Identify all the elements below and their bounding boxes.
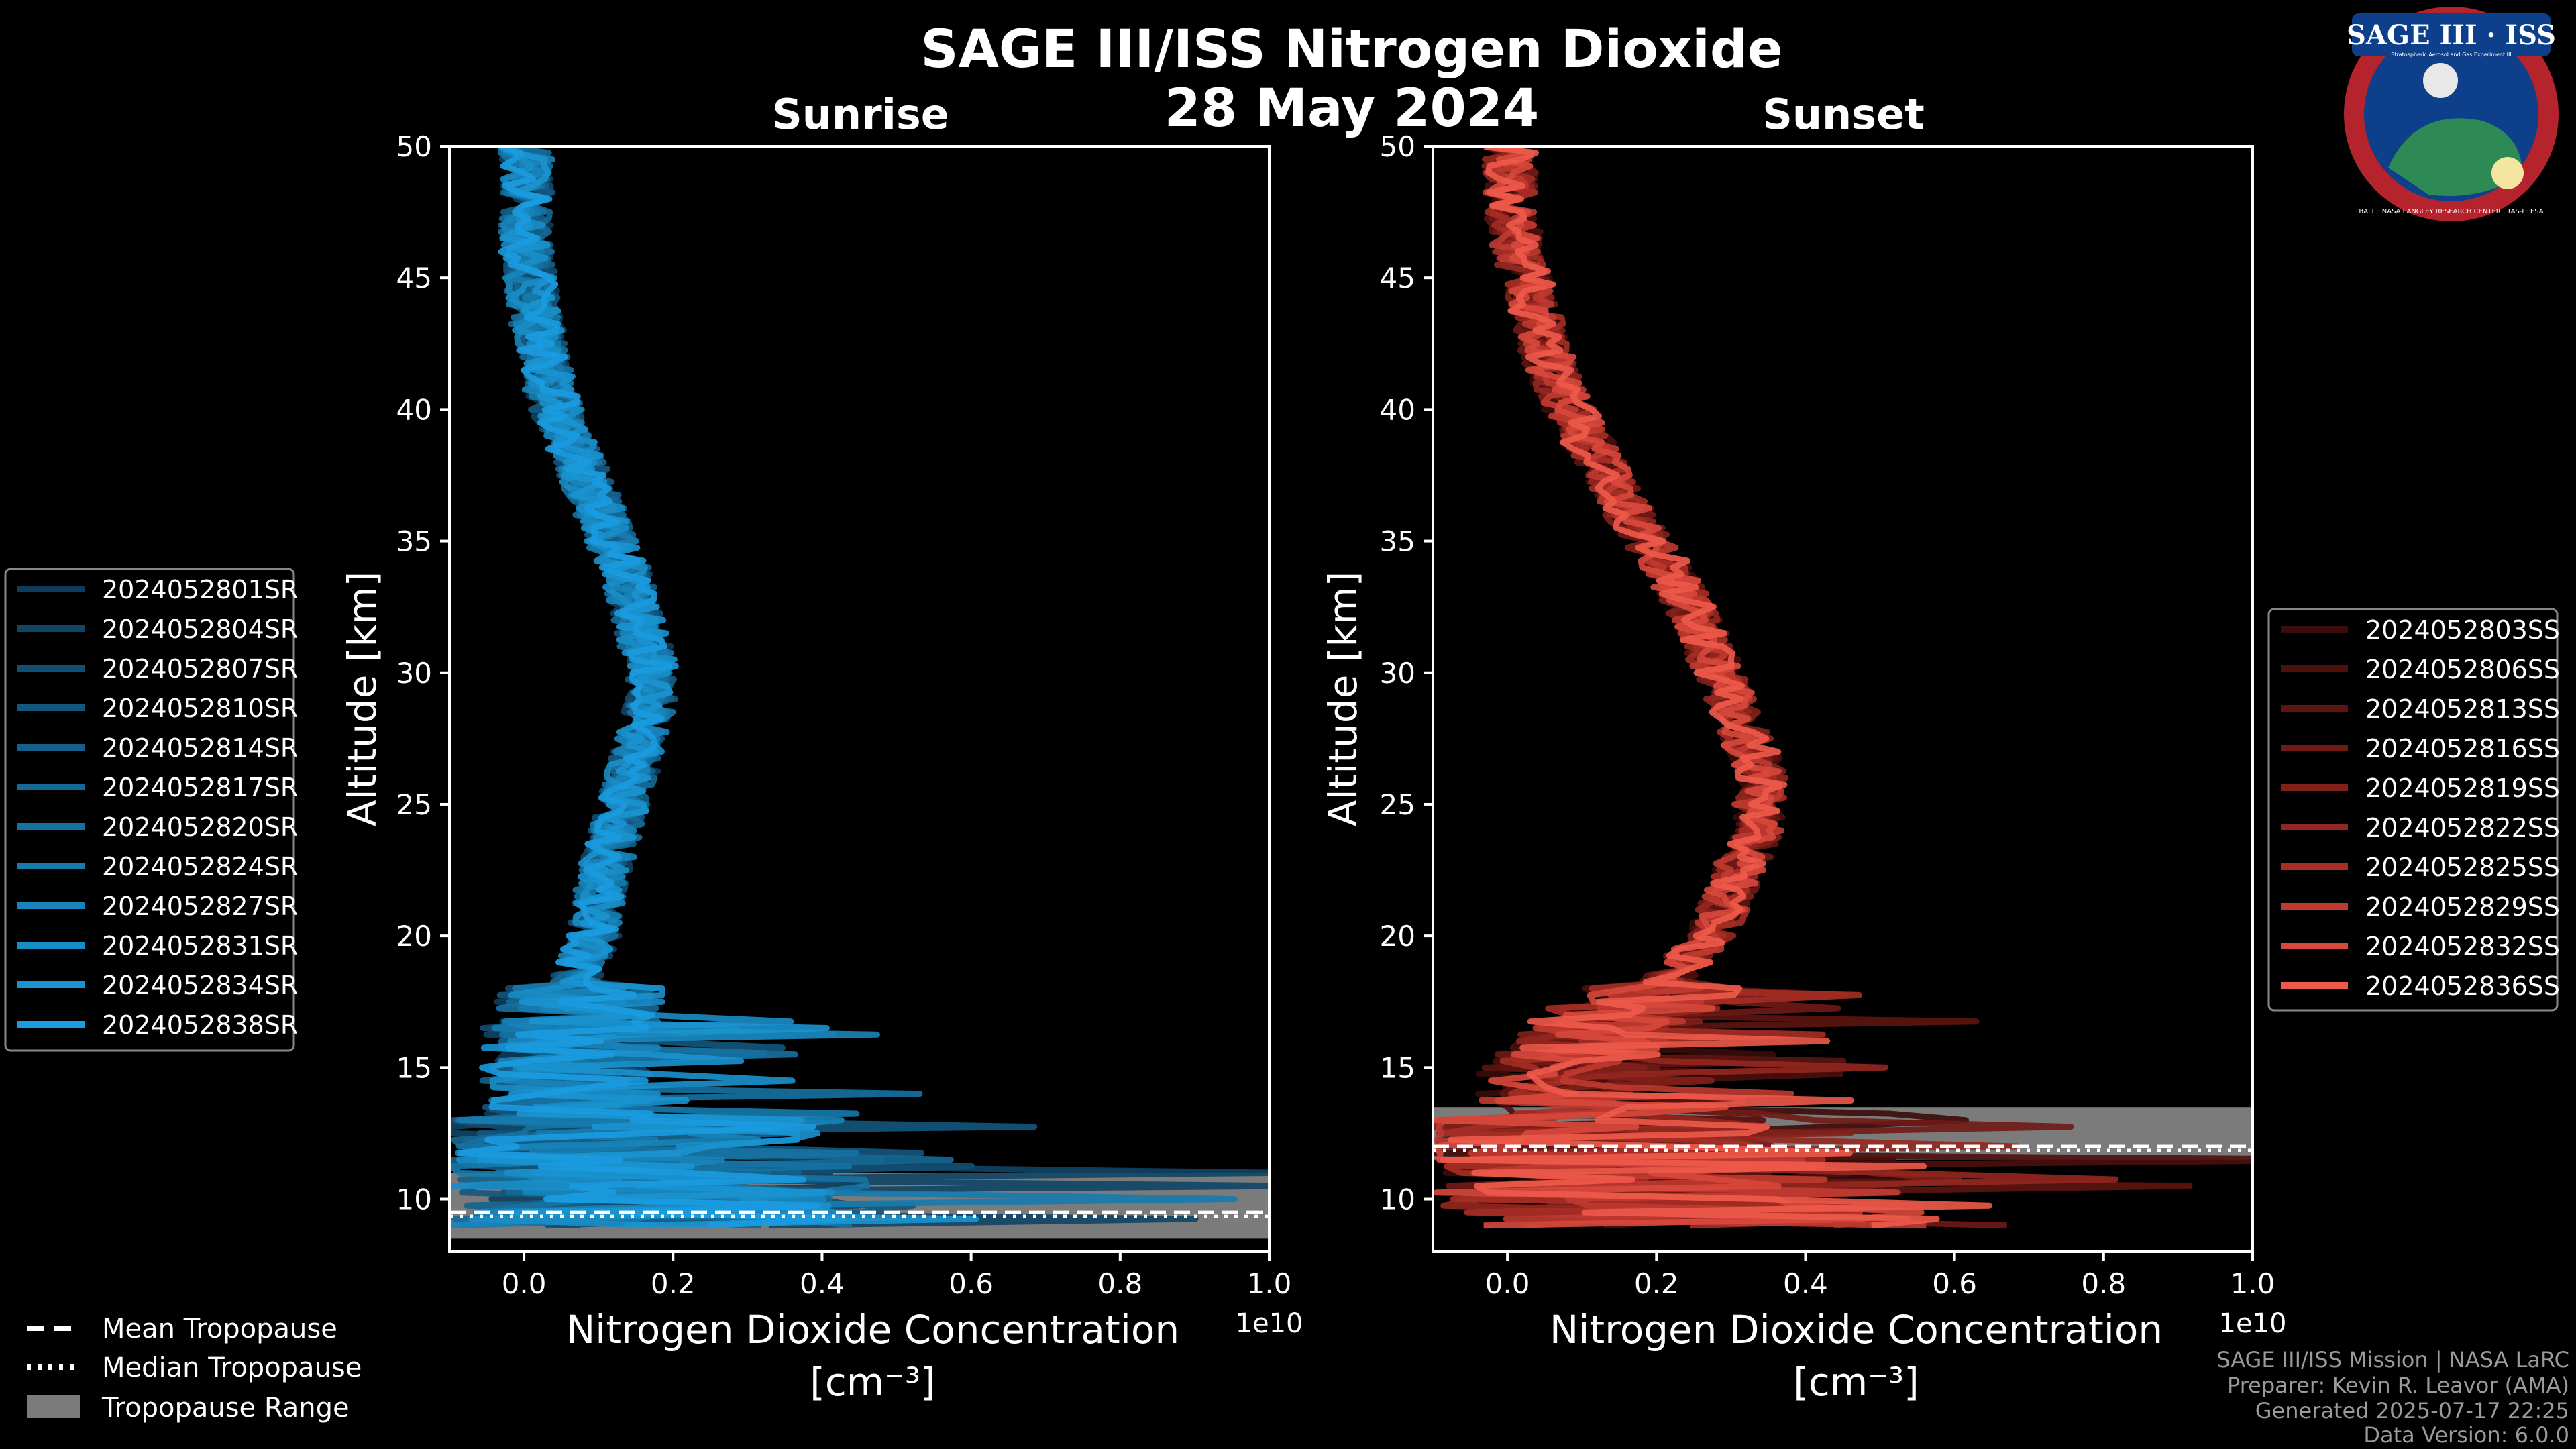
logo-earth-icon [2388, 118, 2522, 196]
x-tick-label: 1.0 [1247, 1267, 1292, 1300]
legend-label-2024052825SS: 2024052825SS [2365, 853, 2560, 882]
x-tick-label: 0.6 [1932, 1267, 1977, 1300]
x-tick-label: 0.2 [651, 1267, 696, 1300]
legend-label-2024052813SS: 2024052813SS [2365, 694, 2560, 724]
legend-label-2024052834SR: 2024052834SR [102, 971, 298, 1000]
x-tick-label: 0.8 [2081, 1267, 2126, 1300]
legend-label-2024052801SR: 2024052801SR [102, 575, 298, 604]
legend-label-2024052824SR: 2024052824SR [102, 852, 298, 881]
x-tick-label: 0.2 [1634, 1267, 1679, 1300]
panel-title: Sunrise [772, 90, 949, 139]
logo-sun-icon [2491, 157, 2524, 189]
y-tick-label: 15 [396, 1051, 432, 1084]
y-tick-label: 25 [1380, 788, 1415, 821]
x-tick-label: 0.4 [1783, 1267, 1828, 1300]
tropopause-range-swatch [27, 1395, 80, 1418]
sunset-legend: 2024052803SS 2024052806SS 2024052813SS 2024… [2267, 608, 2560, 1012]
mean-tropopause-label: Mean Tropopause [102, 1313, 337, 1344]
x-scale-label: 1e10 [2219, 1308, 2287, 1339]
panel-title: Sunset [1762, 90, 1925, 139]
legend-label-2024052831SR: 2024052831SR [102, 931, 298, 961]
legend-label-2024052816SS: 2024052816SS [2365, 734, 2560, 763]
tropopause-range-label: Tropopause Range [101, 1393, 350, 1424]
y-tick-label: 40 [396, 393, 432, 426]
figure-title: SAGE III/ISS Nitrogen Dioxide [920, 19, 1782, 80]
figure-date: 28 May 2024 [1165, 78, 1540, 139]
y-tick-label: 30 [1380, 657, 1415, 690]
y-tick-label: 10 [1380, 1183, 1415, 1216]
legend-label-2024052810SR: 2024052810SR [102, 694, 298, 723]
y-axis-label: Altitude [km] [339, 572, 385, 826]
y-axis-label: Altitude [km] [1320, 572, 1366, 826]
x-tick-label: 1.0 [2231, 1267, 2275, 1300]
y-tick-label: 50 [1380, 130, 1415, 163]
x-scale-label: 1e10 [1236, 1308, 1303, 1339]
logo-moon-icon [2423, 63, 2458, 98]
y-tick-label: 35 [396, 525, 432, 558]
x-axis-unit: [cm⁻³] [1793, 1359, 1919, 1405]
legend-label-2024052838SR: 2024052838SR [102, 1010, 298, 1040]
y-tick-label: 50 [396, 130, 432, 163]
x-tick-label: 0.0 [1485, 1267, 1530, 1300]
x-tick-label: 0.8 [1097, 1267, 1142, 1300]
profile-line-2024052836SS [1440, 146, 1992, 1229]
logo-subtitle: Stratospheric Aerosol and Gas Experiment… [2391, 52, 2511, 58]
x-tick-label: 0.6 [949, 1267, 994, 1300]
x-tick-label: 0.0 [502, 1267, 547, 1300]
y-tick-label: 35 [1380, 525, 1415, 558]
median-tropopause-label: Median Tropopause [102, 1352, 362, 1383]
y-tick-label: 40 [1380, 393, 1415, 426]
plot-frame [448, 145, 1271, 1253]
legend-label-2024052819SS: 2024052819SS [2365, 773, 2560, 803]
credits: SAGE III/ISS Mission | NASA LaRC Prepare… [2216, 1347, 2569, 1448]
y-tick-label: 25 [396, 788, 432, 821]
y-tick-label: 20 [1380, 920, 1415, 953]
y-tick-label: 20 [396, 920, 432, 953]
credit-line: Data Version: 6.0.0 [2363, 1422, 2569, 1448]
legend-label-2024052803SS: 2024052803SS [2365, 615, 2560, 645]
logo-banner [2352, 13, 2551, 56]
plot-area [1433, 146, 2253, 1229]
x-axis-label: Nitrogen Dioxide Concentration [1550, 1307, 2163, 1352]
sunrise-legend-frame [4, 568, 295, 1052]
legend-label-2024052806SS: 2024052806SS [2365, 655, 2560, 684]
logo-text: SAGE III · ISS [2347, 19, 2556, 51]
legend-label-2024052807SR: 2024052807SR [102, 654, 298, 684]
legend-label-2024052836SS: 2024052836SS [2365, 971, 2560, 1001]
legend-label-2024052820SR: 2024052820SR [102, 812, 298, 842]
sunrise-legend: 2024052801SR 2024052804SR 2024052807SR 2024… [4, 568, 298, 1052]
credit-line: SAGE III/ISS Mission | NASA LaRC [2216, 1347, 2569, 1373]
profile-line-2024052838SR [457, 146, 847, 1229]
legend-label-2024052832SS: 2024052832SS [2365, 932, 2560, 961]
legend-label-2024052827SR: 2024052827SR [102, 892, 298, 921]
sage-iii-iss-logo: SAGE III · ISS Stratospheric Aerosol and… [2344, 7, 2559, 221]
credit-line: Preparer: Kevin R. Leavor (AMA) [2227, 1373, 2569, 1398]
sunrise-panel: 0.0 0.2 0.4 0.6 0.8 1.0 10 15 20 25 30 35 40 45 50 1e10… [339, 90, 1303, 1405]
y-tick-label: 30 [396, 657, 432, 690]
y-tick-label: 10 [396, 1183, 432, 1216]
plot-area [449, 146, 1269, 1239]
legend-label-2024052822SS: 2024052822SS [2365, 813, 2560, 843]
legend-label-2024052814SR: 2024052814SR [102, 733, 298, 763]
legend-label-2024052829SS: 2024052829SS [2365, 892, 2560, 922]
x-tick-label: 0.4 [800, 1267, 845, 1300]
y-tick-label: 15 [1380, 1051, 1415, 1084]
x-axis-label: Nitrogen Dioxide Concentration [566, 1307, 1179, 1352]
legend-label-2024052817SR: 2024052817SR [102, 773, 298, 802]
tropopause-legend: Mean Tropopause Median Tropopause Tropop… [27, 1313, 362, 1424]
x-axis-unit: [cm⁻³] [810, 1359, 936, 1405]
plot-frame [1432, 145, 2254, 1253]
logo-ring-text: BALL · NASA LANGLEY RESEARCH CENTER · TA… [2359, 208, 2543, 215]
sunset-panel: 0.0 0.2 0.4 0.6 0.8 1.0 10 15 20 25 30 35 40 45 50 1e10… [1320, 90, 2287, 1405]
y-tick-label: 45 [396, 262, 432, 294]
y-tick-label: 45 [1380, 262, 1415, 294]
legend-label-2024052804SR: 2024052804SR [102, 614, 298, 644]
credit-line: Generated 2025-07-17 22:25 [2255, 1398, 2569, 1424]
